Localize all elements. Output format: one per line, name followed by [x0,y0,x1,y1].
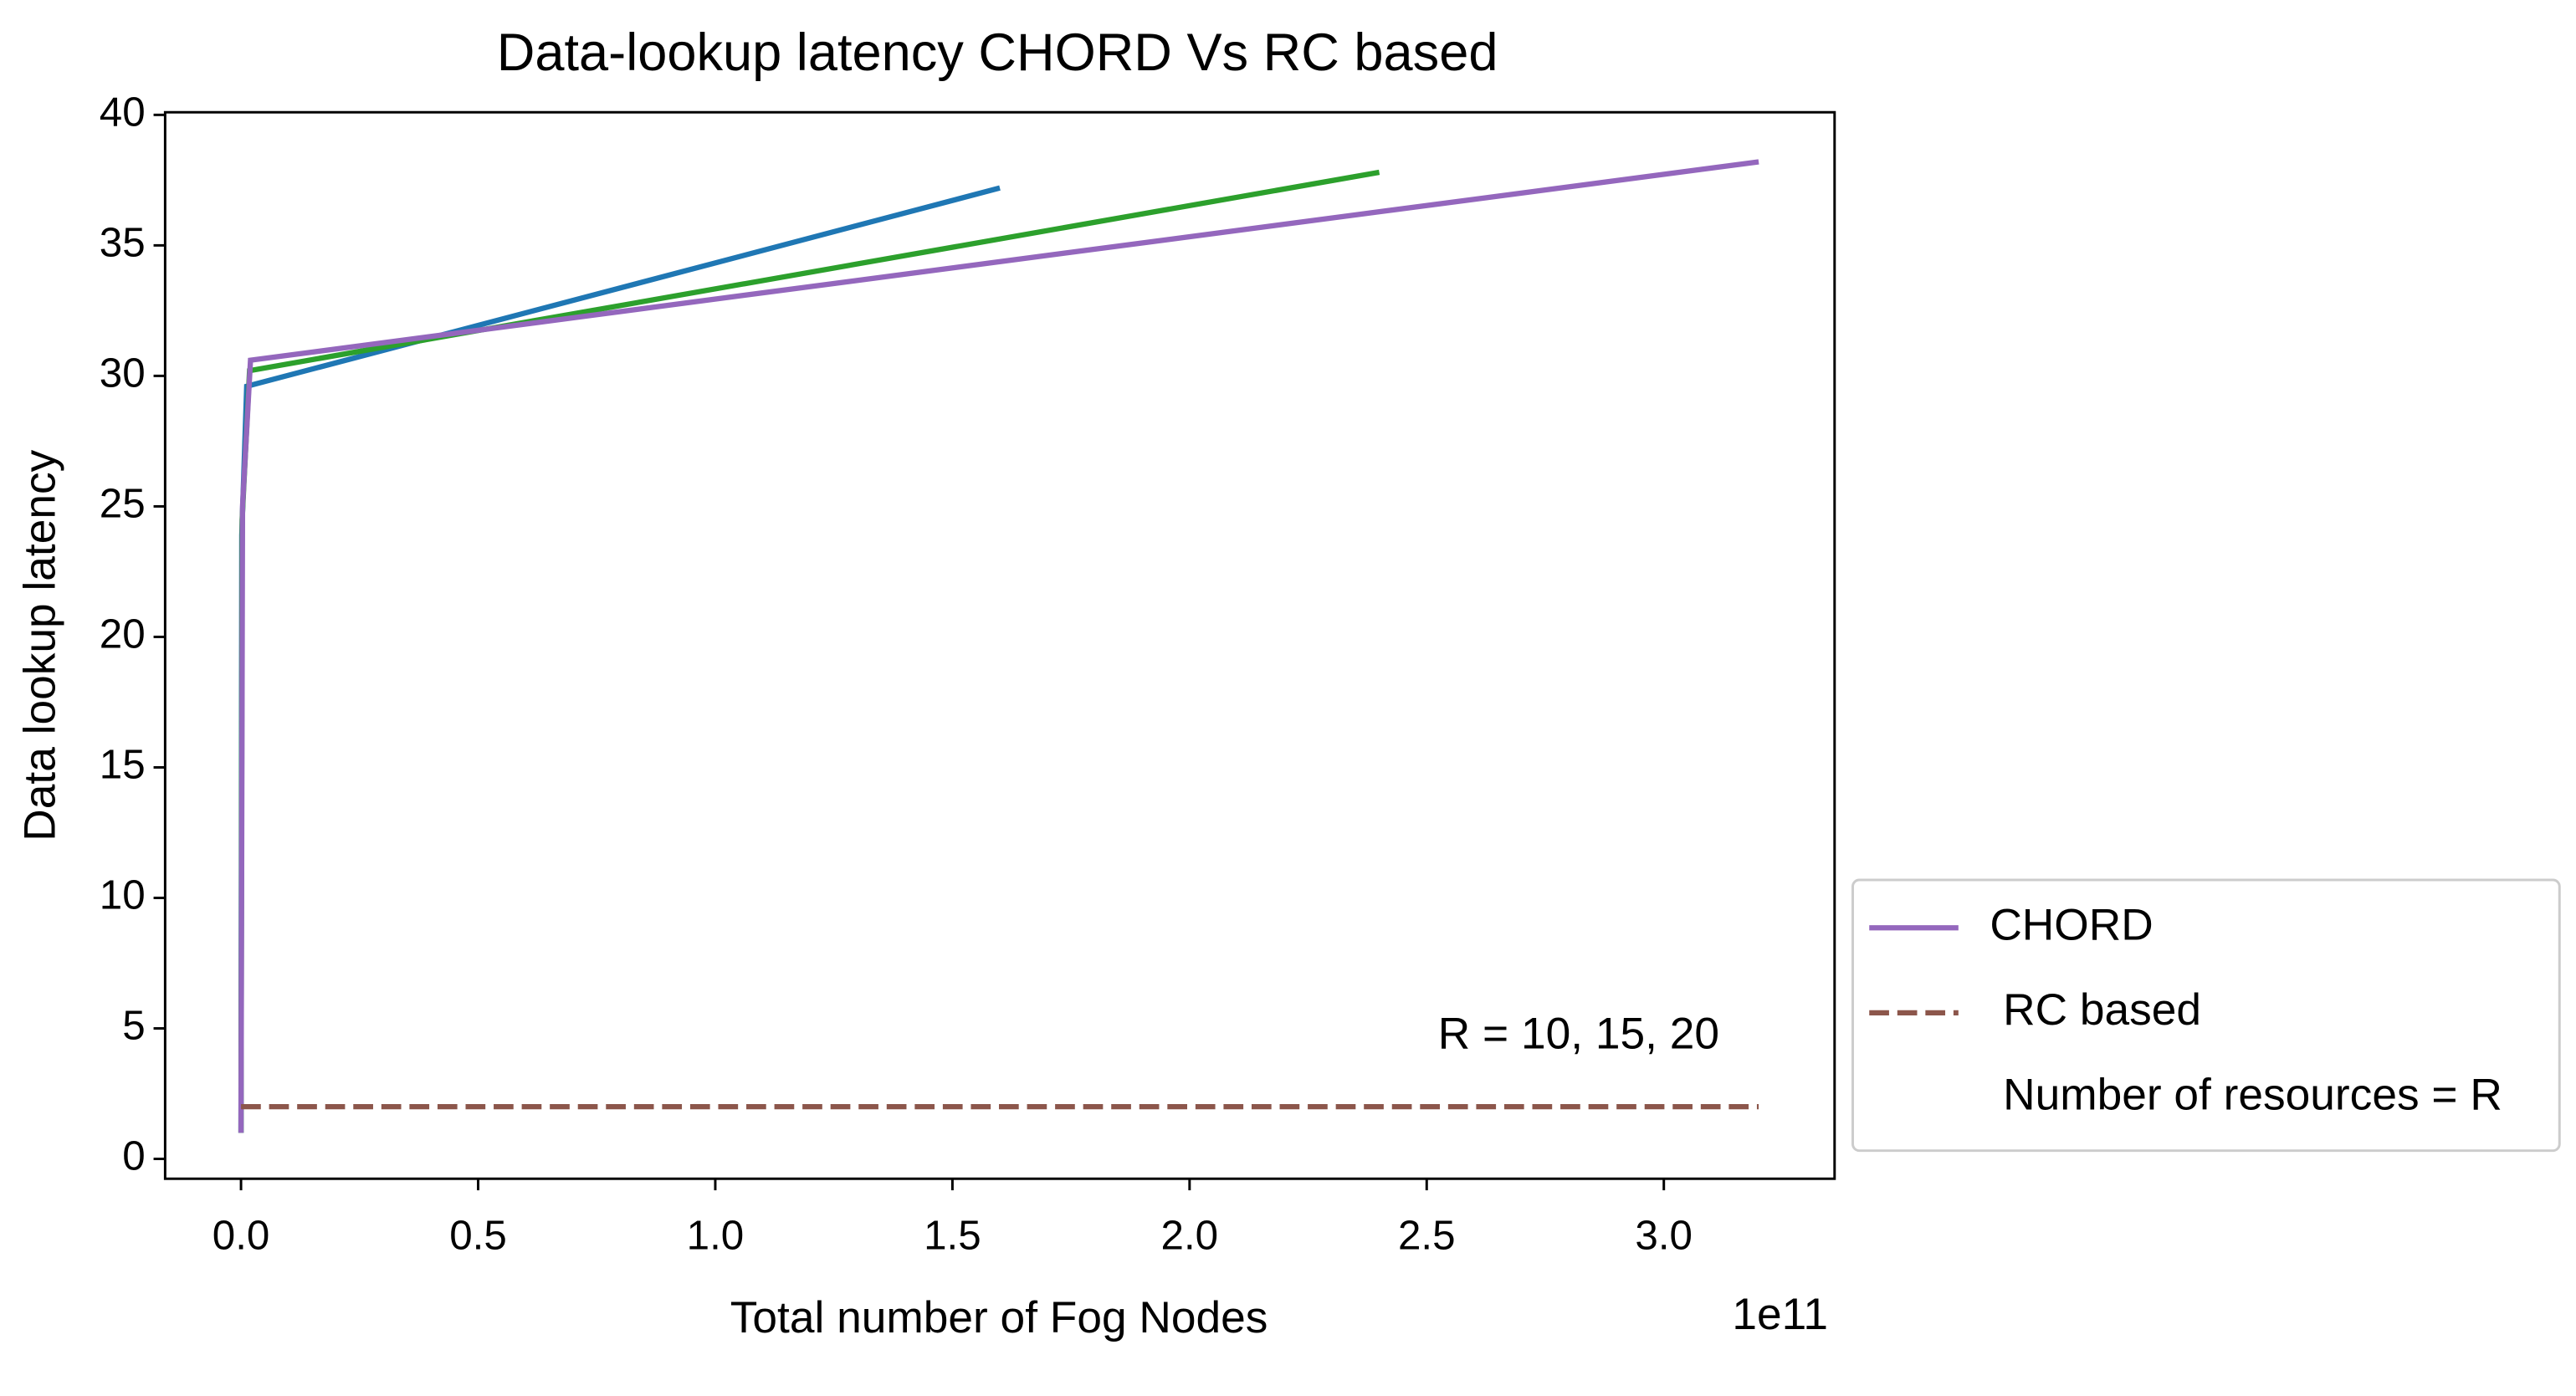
data-line [238,159,1759,1133]
x-tick-label: 1.0 [687,1212,745,1258]
legend-note: Number of resources = R [2003,1071,2502,1120]
plot-frame [163,110,1836,1180]
annotation: R = 10, 15, 20 [1438,1010,1719,1059]
data-line [238,185,1001,1133]
y-tick-label: 30 [100,350,146,396]
y-tick-label: 5 [122,1003,145,1049]
x-offset-label: 1e11 [1732,1290,1828,1339]
legend-label: CHORD [1990,900,2153,949]
x-tick-label: 1.5 [924,1212,981,1258]
x-tick-label: 2.0 [1161,1212,1219,1258]
x-axis-label: Total number of Fog Nodes [730,1293,1268,1342]
data-line [238,169,1380,1133]
y-tick-label: 25 [100,480,146,526]
y-axis-label: Data lookup latency [15,449,64,841]
y-tick-label: 40 [100,89,146,135]
chart-title: Data-lookup latency CHORD Vs RC based [497,23,1498,82]
x-tick-label: 3.0 [1635,1212,1693,1258]
y-tick-label: 10 [100,872,146,918]
x-tick-label: 2.5 [1398,1212,1456,1258]
x-tick-label: 0.5 [449,1212,507,1258]
x-tick-label: 0.0 [213,1212,270,1258]
y-tick-label: 0 [122,1133,145,1179]
y-tick-label: 35 [100,219,146,265]
y-tick-label: 15 [100,741,146,787]
y-tick-label: 20 [100,611,146,657]
legend-box [1851,878,2561,1153]
legend-label: RC based [2003,985,2201,1035]
